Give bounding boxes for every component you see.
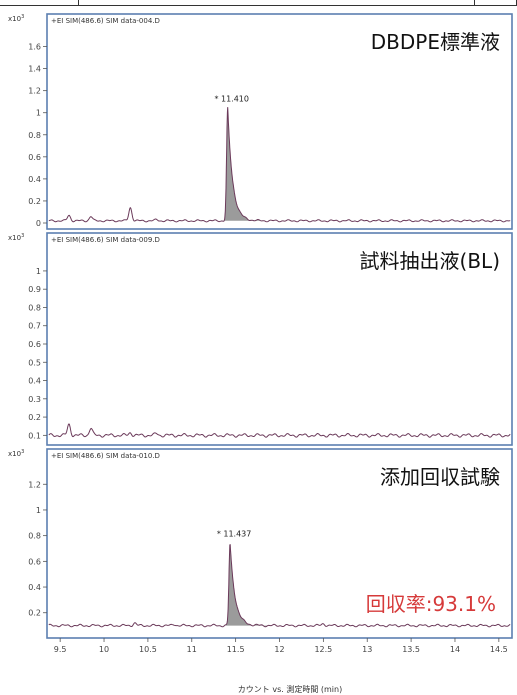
y-tick-label: 0.8 xyxy=(28,303,41,312)
x-tick-label: 10.5 xyxy=(139,645,157,654)
y-tick-label: 0.3 xyxy=(28,395,41,404)
y-tick-label: 1.2 xyxy=(28,480,41,489)
chromatogram-trace xyxy=(48,107,511,223)
y-tick-label: 0.2 xyxy=(28,197,41,206)
y-tick-label: 0.8 xyxy=(28,532,41,541)
y-tick-label: 0.6 xyxy=(28,557,41,566)
x-tick-label: 9.5 xyxy=(54,645,67,654)
y-scale-exponent: x103 xyxy=(8,233,24,242)
y-tick-label: 0.9 xyxy=(28,285,41,294)
y-scale-exponent-power: 3 xyxy=(21,233,24,239)
x-axis-label: カウント vs. 測定時間 (min) xyxy=(238,684,342,694)
panel-frame xyxy=(46,13,513,230)
chromatogram-panel-2: x103 +EI SIM(486.6) SIM data-009.D 試料抽出液(B… xyxy=(8,232,513,446)
trace-header: +EI SIM(486.6) SIM data-009.D xyxy=(51,236,160,244)
y-tick-label: 1 xyxy=(36,267,41,276)
trace-header: +EI SIM(486.6) SIM data-010.D xyxy=(51,452,160,460)
chromatogram-panel-3: x103 +EI SIM(486.6) SIM data-010.D 添加回収試験 0… xyxy=(8,448,513,639)
panel-title: 添加回収試験 xyxy=(380,465,500,489)
y-tick-label: 1 xyxy=(36,506,41,515)
y-tick-label: 0.2 xyxy=(28,609,41,618)
x-axis: 9.5 10 10.5 11 11.5 12 12.5 13 13.5 14 14.5 カウント vs… xyxy=(54,638,508,694)
y-tick-label: 1 xyxy=(36,109,41,118)
y-tick-label: 1.6 xyxy=(28,43,41,52)
trace-header: +EI SIM(486.6) SIM data-004.D xyxy=(51,17,160,25)
chromatogram-trace xyxy=(48,544,511,628)
y-tick-label: 0.7 xyxy=(28,322,41,331)
y-tick-label: 0.4 xyxy=(28,175,41,184)
y-tick-label: 0 xyxy=(36,219,41,228)
x-tick-label: 12.5 xyxy=(314,645,332,654)
panel-title: 試料抽出液(BL) xyxy=(360,249,500,273)
recovery-rate-label: 回収率:93.1% xyxy=(366,592,496,616)
y-scale-exponent-power: 3 xyxy=(21,449,24,455)
x-tick-label: 11 xyxy=(187,645,197,654)
peak-retention-label: * 11.410 xyxy=(214,94,249,103)
y-tick-label: 0.6 xyxy=(28,153,41,162)
chromatogram-panel-1: x103 +EI SIM(486.6) SIM data-004.D DBDPE標準… xyxy=(8,13,513,230)
y-tick-label: 1.2 xyxy=(28,87,41,96)
x-tick-label: 12 xyxy=(274,645,284,654)
panel-frame xyxy=(46,448,513,639)
y-tick-label: 0.5 xyxy=(28,358,41,367)
y-tick-label: 0.2 xyxy=(28,413,41,422)
peak-retention-label: * 11.437 xyxy=(217,529,252,538)
x-tick-label: 10 xyxy=(99,645,109,654)
y-scale-exponent-power: 3 xyxy=(21,14,24,20)
x-tick-label: 13.5 xyxy=(402,645,420,654)
y-scale-exponent: x103 xyxy=(8,14,24,23)
panel-title: DBDPE標準液 xyxy=(371,30,500,54)
x-tick-label: 11.5 xyxy=(227,645,245,654)
y-tick-label: 0.1 xyxy=(28,431,41,440)
y-tick-label: 0.6 xyxy=(28,340,41,349)
integrated-peak-area xyxy=(225,543,267,627)
y-tick-label: 0.8 xyxy=(28,131,41,140)
x-tick-label: 14 xyxy=(450,645,460,654)
integrated-peak-area xyxy=(223,108,265,222)
y-scale-exponent: x103 xyxy=(8,449,24,458)
y-tick-label: 1.4 xyxy=(28,65,41,74)
chromatogram-trace xyxy=(48,423,511,438)
y-tick-label: 0.4 xyxy=(28,377,41,386)
x-tick-label: 13 xyxy=(362,645,372,654)
x-tick-label: 14.5 xyxy=(490,645,508,654)
panel-frame xyxy=(46,232,513,446)
y-tick-label: 0.4 xyxy=(28,583,41,592)
